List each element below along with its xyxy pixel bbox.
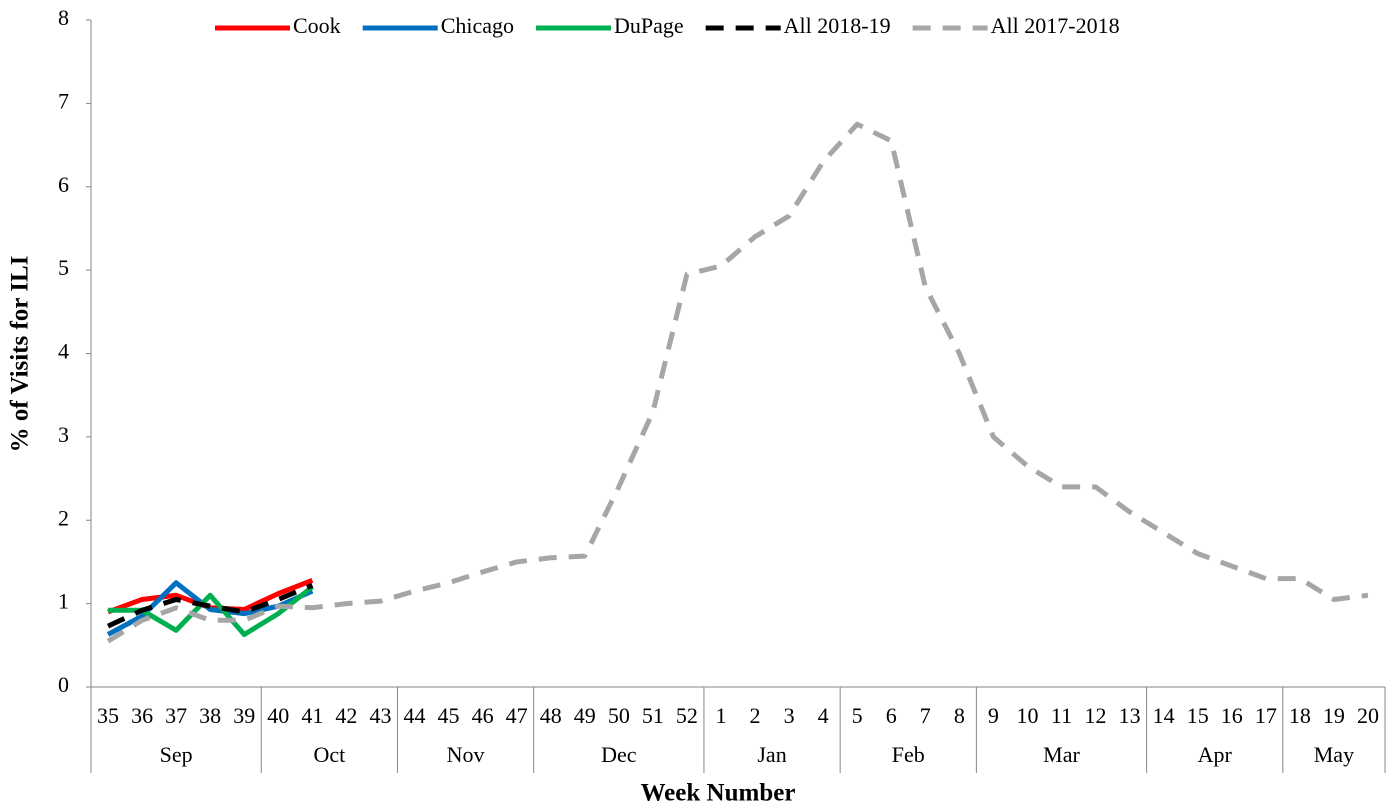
x-tick-label: 17 xyxy=(1255,703,1277,728)
x-tick-label: 2 xyxy=(750,703,761,728)
y-tick-label: 7 xyxy=(58,88,69,113)
x-tick-label: 12 xyxy=(1085,703,1107,728)
y-axis-label: % of Visits for ILI xyxy=(7,256,34,453)
x-group-label: May xyxy=(1314,742,1354,767)
x-tick-label: 8 xyxy=(954,703,965,728)
x-group-label: Oct xyxy=(313,742,345,767)
x-tick-label: 38 xyxy=(199,703,221,728)
y-tick-label: 0 xyxy=(58,672,69,697)
x-tick-label: 50 xyxy=(608,703,630,728)
x-tick-label: 6 xyxy=(886,703,897,728)
x-tick-label: 37 xyxy=(165,703,187,728)
x-tick-label: 10 xyxy=(1016,703,1038,728)
y-tick-label: 1 xyxy=(58,589,69,614)
legend-label: Cook xyxy=(293,13,341,38)
y-tick-label: 6 xyxy=(58,172,69,197)
legend-label: DuPage xyxy=(614,13,684,38)
x-tick-label: 45 xyxy=(438,703,460,728)
x-tick-label: 1 xyxy=(715,703,726,728)
x-tick-label: 3 xyxy=(784,703,795,728)
x-tick-label: 41 xyxy=(301,703,323,728)
x-tick-label: 19 xyxy=(1323,703,1345,728)
x-tick-label: 35 xyxy=(97,703,119,728)
x-group-label: Feb xyxy=(892,742,925,767)
x-tick-label: 14 xyxy=(1153,703,1175,728)
x-tick-label: 52 xyxy=(676,703,698,728)
y-tick-label: 3 xyxy=(58,422,69,447)
x-tick-label: 49 xyxy=(574,703,596,728)
x-tick-label: 15 xyxy=(1187,703,1209,728)
x-tick-label: 4 xyxy=(818,703,829,728)
x-group-label: Nov xyxy=(447,742,485,767)
x-group-label: Apr xyxy=(1198,742,1233,767)
legend-label: All 2018-19 xyxy=(784,13,891,38)
x-tick-label: 11 xyxy=(1051,703,1072,728)
x-tick-label: 20 xyxy=(1357,703,1379,728)
series-line xyxy=(106,582,314,629)
x-tick-label: 5 xyxy=(852,703,863,728)
x-tick-label: 44 xyxy=(404,703,426,728)
x-tick-label: 47 xyxy=(506,703,528,728)
x-tick-label: 36 xyxy=(131,703,153,728)
legend-label: Chicago xyxy=(441,13,514,38)
x-tick-label: 43 xyxy=(369,703,391,728)
x-group-label: Dec xyxy=(601,742,637,767)
x-group-label: Sep xyxy=(160,742,193,767)
x-tick-label: 9 xyxy=(988,703,999,728)
y-tick-label: 2 xyxy=(58,505,69,530)
y-tick-label: 4 xyxy=(58,339,69,364)
x-tick-label: 13 xyxy=(1119,703,1141,728)
x-tick-label: 51 xyxy=(642,703,664,728)
x-tick-label: 46 xyxy=(472,703,494,728)
x-tick-label: 7 xyxy=(920,703,931,728)
x-axis-label: Week Number xyxy=(641,780,796,807)
y-tick-label: 5 xyxy=(58,255,69,280)
series-line xyxy=(106,121,1369,644)
x-tick-label: 39 xyxy=(233,703,255,728)
x-tick-label: 42 xyxy=(335,703,357,728)
x-group-label: Jan xyxy=(757,742,786,767)
x-tick-label: 18 xyxy=(1289,703,1311,728)
x-tick-label: 48 xyxy=(540,703,562,728)
x-tick-label: 40 xyxy=(267,703,289,728)
legend-label: All 2017-2018 xyxy=(991,13,1120,38)
y-tick-label: 8 xyxy=(58,5,69,30)
x-group-label: Mar xyxy=(1043,742,1080,767)
x-tick-label: 16 xyxy=(1221,703,1243,728)
